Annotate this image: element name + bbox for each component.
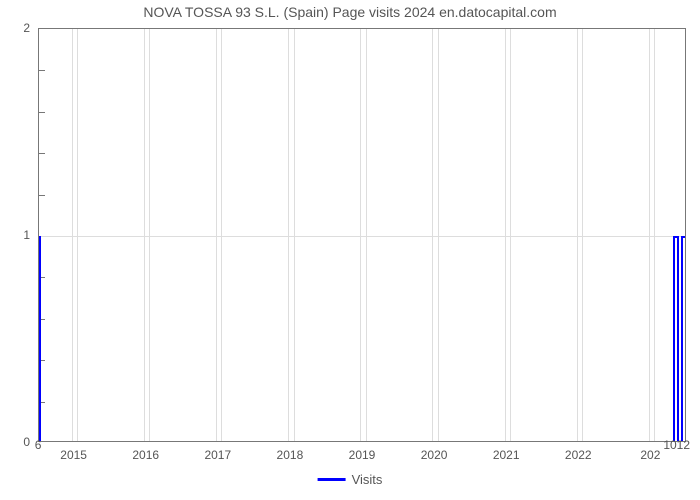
stray-label: 1012 xyxy=(663,438,690,452)
legend: Visits xyxy=(318,472,383,487)
x-gridline xyxy=(510,29,511,441)
y-tick-label: 1 xyxy=(0,228,30,242)
x-tick-label: 2021 xyxy=(481,448,531,462)
y-minor-tick xyxy=(39,195,45,196)
stray-label: 6 xyxy=(35,438,42,452)
series-segment xyxy=(45,441,674,442)
x-gridline xyxy=(366,29,367,441)
chart-container: { "chart": { "type": "line", "title": "N… xyxy=(0,0,700,500)
x-gridline xyxy=(72,29,73,441)
x-gridline xyxy=(294,29,295,441)
y-tick-label: 2 xyxy=(0,21,30,35)
y-gridline xyxy=(39,236,685,237)
legend-label: Visits xyxy=(352,472,383,487)
x-tick-label: 2019 xyxy=(337,448,387,462)
x-gridline xyxy=(149,29,150,441)
x-tick-label: 2022 xyxy=(553,448,603,462)
x-tick-label: 2016 xyxy=(121,448,171,462)
x-gridline xyxy=(360,29,361,441)
y-tick-label: 0 xyxy=(0,435,30,449)
x-gridline xyxy=(505,29,506,441)
x-gridline xyxy=(654,29,655,441)
legend-swatch xyxy=(318,478,346,481)
x-gridline xyxy=(582,29,583,441)
series-segment xyxy=(677,236,679,442)
x-tick-label: 2015 xyxy=(49,448,99,462)
series-segment xyxy=(39,236,41,442)
x-gridline xyxy=(649,29,650,441)
x-gridline xyxy=(577,29,578,441)
y-minor-tick xyxy=(39,112,45,113)
x-tick-label: 2018 xyxy=(265,448,315,462)
y-minor-tick xyxy=(39,153,45,154)
series-segment xyxy=(681,236,686,238)
series-segment xyxy=(681,236,683,442)
x-gridline xyxy=(288,29,289,441)
y-minor-tick xyxy=(39,70,45,71)
x-gridline xyxy=(438,29,439,441)
chart-title: NOVA TOSSA 93 S.L. (Spain) Page visits 2… xyxy=(0,4,700,20)
x-gridline xyxy=(77,29,78,441)
x-tick-label: 2017 xyxy=(193,448,243,462)
series-segment xyxy=(673,236,675,442)
x-gridline xyxy=(432,29,433,441)
x-gridline xyxy=(144,29,145,441)
plot-area xyxy=(38,28,686,442)
x-tick-label: 2020 xyxy=(409,448,459,462)
x-gridline xyxy=(216,29,217,441)
x-gridline xyxy=(221,29,222,441)
